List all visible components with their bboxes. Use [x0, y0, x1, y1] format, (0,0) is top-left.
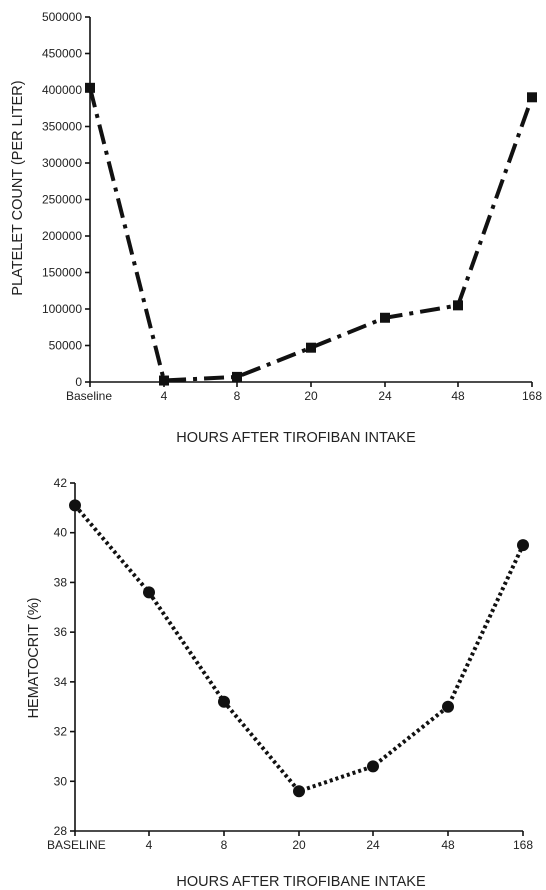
x-axis-title: HOURS AFTER TIROFIBANE INTAKE: [176, 874, 426, 890]
axes: [74, 483, 523, 832]
y-tick-label: 36: [54, 625, 68, 639]
x-tick-label: 8: [221, 838, 228, 852]
data-point: [85, 82, 95, 93]
data-point: [306, 342, 316, 353]
y-tick-label: 28: [54, 824, 68, 838]
y-axis-title: HEMATOCRIT (%): [26, 598, 42, 719]
x-axis-ticks: BASELINE 4 8 20 24 48 168: [47, 831, 533, 852]
x-tick-label: 48: [451, 389, 465, 403]
x-tick-label: 20: [304, 389, 318, 403]
y-tick-label: 300000: [42, 156, 82, 170]
data-point: [517, 539, 529, 552]
series-line: [88, 87, 534, 383]
y-tick-label: 100000: [42, 302, 82, 316]
y-tick-label: 400000: [42, 83, 82, 97]
y-tick-label: 250000: [42, 193, 82, 207]
data-point: [293, 785, 305, 798]
y-tick-label: 0: [75, 375, 82, 389]
x-tick-label: 48: [441, 838, 455, 852]
data-point: [69, 499, 81, 512]
x-axis-ticks: Baseline 4 8 20 24 48 168: [66, 382, 542, 403]
y-tick-label: 32: [54, 725, 68, 739]
data-points: [69, 499, 529, 798]
y-tick-label: 500000: [42, 10, 82, 24]
x-tick-label: 168: [522, 389, 542, 403]
y-tick-label: 50000: [49, 339, 83, 353]
y-tick-label: 150000: [42, 266, 82, 280]
x-axis-title: HOURS AFTER TIROFIBAN INTAKE: [176, 430, 416, 446]
y-tick-label: 34: [54, 675, 68, 689]
data-points: [85, 82, 537, 386]
y-tick-label: 350000: [42, 120, 82, 134]
data-point: [527, 92, 537, 103]
y-tick-label: 200000: [42, 229, 82, 243]
y-tick-label: 38: [54, 575, 68, 589]
x-tick-label: 20: [292, 838, 306, 852]
data-point: [143, 586, 155, 599]
y-tick-label: 40: [54, 526, 68, 540]
x-tick-label: 24: [378, 389, 392, 403]
y-axis-ticks: 0 50000 100000 150000 200000 250000 300000 3500…: [42, 10, 90, 389]
x-tick-label: BASELINE: [47, 838, 106, 852]
x-tick-label: 4: [161, 389, 168, 403]
platelet-chart: 0 50000 100000 150000 200000 250000 300000 3500…: [10, 10, 542, 446]
y-tick-label: 450000: [42, 47, 82, 61]
x-tick-label: Baseline: [66, 389, 112, 403]
data-point: [218, 695, 230, 708]
y-axis-ticks: 28 30 32 34 36 38 40 42: [54, 476, 75, 838]
y-axis-title: PLATELET COUNT (PER LITER): [10, 80, 26, 295]
data-point: [232, 371, 242, 382]
x-tick-label: 168: [513, 838, 533, 852]
y-tick-label: 42: [54, 476, 68, 490]
axes: [89, 17, 532, 383]
data-point: [453, 300, 463, 311]
series-line: [73, 504, 525, 794]
data-point: [380, 312, 390, 323]
data-point: [442, 700, 454, 713]
x-tick-label: 8: [234, 389, 241, 403]
x-tick-label: 4: [146, 838, 153, 852]
y-tick-label: 30: [54, 774, 68, 788]
data-point: [159, 375, 169, 386]
x-tick-label: 24: [366, 838, 380, 852]
data-point: [367, 760, 379, 773]
